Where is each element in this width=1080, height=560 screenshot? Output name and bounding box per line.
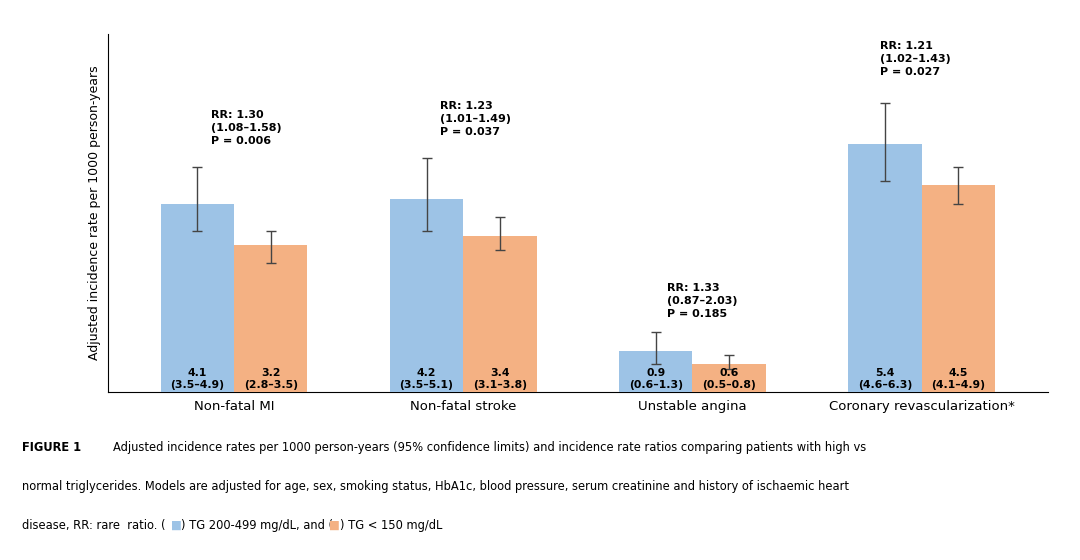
Text: ■: ■ [171,519,181,532]
Bar [921,185,995,392]
Text: RR: 1.30
(1.08–1.58)
P = 0.006: RR: 1.30 (1.08–1.58) P = 0.006 [211,110,282,146]
Bar [234,245,308,392]
Text: RR: 1.23
(1.01–1.49)
P = 0.037: RR: 1.23 (1.01–1.49) P = 0.037 [441,101,511,137]
Text: normal triglycerides. Models are adjusted for age, sex, smoking status, HbA1c, b: normal triglycerides. Models are adjuste… [22,480,849,493]
Bar [161,204,234,392]
Bar [463,236,537,392]
Text: RR: 1.33
(0.87–2.03)
P = 0.185: RR: 1.33 (0.87–2.03) P = 0.185 [667,283,738,319]
Text: 4.5
(4.1–4.9): 4.5 (4.1–4.9) [931,368,985,390]
Text: 3.2
(2.8–3.5): 3.2 (2.8–3.5) [244,368,298,390]
Text: 4.2
(3.5–5.1): 4.2 (3.5–5.1) [400,368,454,390]
Bar [390,199,463,392]
Text: ) TG < 150 mg/dL: ) TG < 150 mg/dL [340,519,443,532]
Bar [848,144,921,392]
Text: FIGURE 1: FIGURE 1 [22,441,81,454]
Y-axis label: Adjusted incidence rate per 1000 person-years: Adjusted incidence rate per 1000 person-… [89,66,102,360]
Text: RR: 1.21
(1.02–1.43)
P = 0.027: RR: 1.21 (1.02–1.43) P = 0.027 [880,41,951,77]
Text: 5.4
(4.6–6.3): 5.4 (4.6–6.3) [858,368,912,390]
Bar [692,365,766,392]
Text: ) TG 200-499 mg/dL, and (: ) TG 200-499 mg/dL, and ( [181,519,334,532]
Text: Adjusted incidence rates per 1000 person-years (95% confidence limits) and incid: Adjusted incidence rates per 1000 person… [113,441,866,454]
Text: 3.4
(3.1–3.8): 3.4 (3.1–3.8) [473,368,527,390]
Text: disease, RR: rare  ratio. (: disease, RR: rare ratio. ( [22,519,165,532]
Text: 4.1
(3.5–4.9): 4.1 (3.5–4.9) [171,368,225,390]
Text: 0.6
(0.5–0.8): 0.6 (0.5–0.8) [702,368,756,390]
Bar [619,351,692,392]
Text: ■: ■ [329,519,340,532]
Text: 0.9
(0.6–1.3): 0.9 (0.6–1.3) [629,368,683,390]
